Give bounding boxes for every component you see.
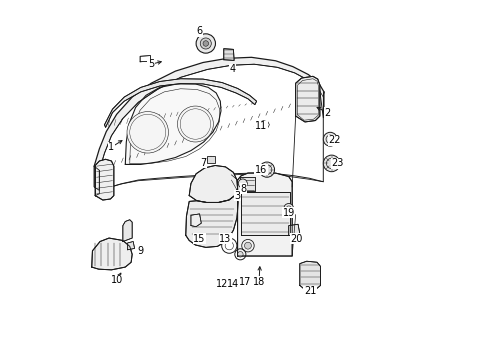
Polygon shape [122,220,132,242]
Polygon shape [323,92,324,118]
Circle shape [238,179,247,188]
Circle shape [244,242,251,249]
Text: 17: 17 [239,277,251,287]
Text: 6: 6 [196,26,202,36]
Polygon shape [125,84,221,165]
Circle shape [323,132,336,146]
Circle shape [259,162,274,177]
Circle shape [203,41,208,46]
Text: 1: 1 [108,142,114,152]
Text: 5: 5 [148,59,154,69]
Text: 18: 18 [252,277,264,287]
Polygon shape [92,238,132,270]
Text: 19: 19 [282,208,294,218]
Polygon shape [237,173,292,256]
Polygon shape [240,176,254,191]
Text: 15: 15 [193,234,205,244]
Text: 12: 12 [215,279,228,289]
Polygon shape [288,224,299,236]
Text: 20: 20 [289,234,302,244]
Polygon shape [241,192,289,235]
Text: 3: 3 [234,190,240,201]
Text: 22: 22 [327,135,340,145]
Circle shape [127,112,168,153]
Text: 11: 11 [254,121,266,131]
Polygon shape [127,242,134,250]
Text: 9: 9 [137,246,143,256]
Text: 10: 10 [110,275,122,285]
Text: 21: 21 [304,286,316,296]
Bar [327,137,332,141]
Circle shape [200,38,211,49]
Polygon shape [104,79,256,127]
Text: 14: 14 [227,279,239,289]
Polygon shape [140,55,150,62]
Polygon shape [185,189,238,247]
Polygon shape [299,261,320,289]
Polygon shape [190,214,201,227]
Polygon shape [94,57,324,170]
Polygon shape [95,159,114,200]
Text: 7: 7 [200,158,206,168]
Text: 8: 8 [240,184,246,194]
Polygon shape [295,76,319,122]
Bar [207,157,215,163]
Text: 13: 13 [219,234,231,244]
Circle shape [237,252,243,257]
Circle shape [284,203,293,213]
Circle shape [323,155,339,172]
Text: 16: 16 [254,165,266,175]
Circle shape [177,106,213,142]
Polygon shape [224,49,234,60]
Text: 2: 2 [324,108,330,118]
Circle shape [196,34,215,53]
Polygon shape [189,166,237,202]
Text: 23: 23 [331,158,343,168]
Text: 4: 4 [229,64,235,75]
Polygon shape [94,166,99,190]
